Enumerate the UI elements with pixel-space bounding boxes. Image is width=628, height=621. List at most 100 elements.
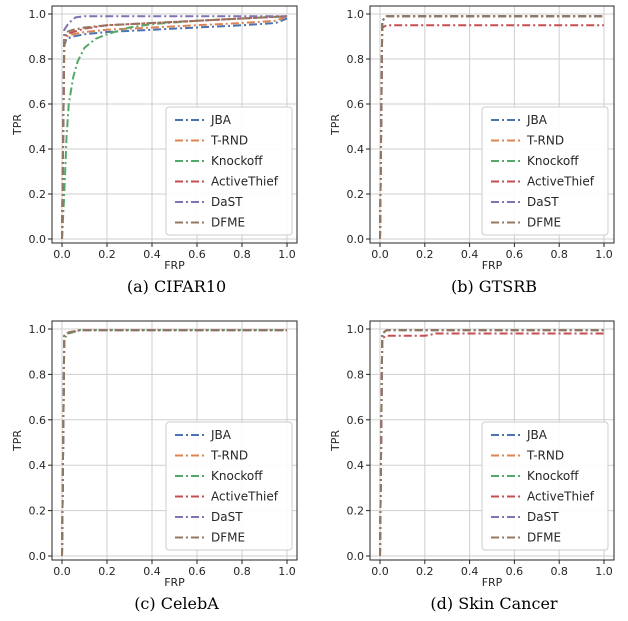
legend-label-dast: DaST bbox=[527, 195, 559, 209]
chart-panel-2: 0.0 0.2 0.4 0.6 0.8 1.0 0.0 0.2 0.4 0.6 0.8 1.0 FRP T… bbox=[329, 5, 615, 296]
subfigure-caption: (a) CIFAR10 bbox=[127, 277, 226, 296]
legend-label-t-rnd: T-RND bbox=[210, 134, 248, 148]
chart-panel-1: 0.0 0.2 0.4 0.6 0.8 1.0 0.0 0.2 0.4 0.6 0.8 1.0 FRP T… bbox=[11, 5, 298, 296]
y-tick-label: 0.4 bbox=[29, 459, 47, 472]
chart-panel-3: 0.0 0.2 0.4 0.6 0.8 1.0 0.0 0.2 0.4 0.6 0.8 1.0 FRP T… bbox=[11, 320, 298, 613]
y-tick-label: 0.4 bbox=[347, 459, 365, 472]
plot-frame bbox=[369, 5, 615, 244]
legend: JBA T-RND Knockoff ActiveThief DaST DFME bbox=[165, 421, 293, 551]
legend: JBA T-RND Knockoff ActiveThief DaST DFME bbox=[165, 106, 293, 236]
plot-frame bbox=[51, 5, 298, 244]
y-tick-label: 0.2 bbox=[347, 505, 365, 518]
x-tick-label: 0.4 bbox=[461, 565, 479, 578]
y-tick-label: 0.6 bbox=[29, 414, 47, 427]
y-tick-label: 1.0 bbox=[29, 8, 47, 21]
y-tick-label: 0.0 bbox=[29, 233, 47, 246]
x-tick-label: 0.6 bbox=[506, 248, 524, 261]
series-line-dast bbox=[61, 15, 287, 240]
legend-label-dfme: DFME bbox=[211, 216, 245, 230]
x-tick-label: 0.6 bbox=[188, 248, 206, 261]
series-line-dfme bbox=[61, 15, 288, 240]
x-tick-label: 1.0 bbox=[595, 248, 613, 261]
x-axis-label: FRP bbox=[482, 576, 503, 589]
legend-label-dfme: DFME bbox=[527, 216, 561, 230]
legend: JBA T-RND Knockoff ActiveThief DaST DFME bbox=[481, 106, 609, 236]
x-tick-label: 0.0 bbox=[53, 565, 71, 578]
x-axis-label: FRP bbox=[164, 259, 185, 272]
x-tick-label: 1.0 bbox=[595, 565, 613, 578]
legend-label-activethief: ActiveThief bbox=[211, 490, 279, 504]
y-tick-label: 0.0 bbox=[347, 233, 365, 246]
plot-frame bbox=[369, 320, 615, 561]
x-tick-label: 0.8 bbox=[550, 565, 568, 578]
x-tick-label: 0.4 bbox=[143, 565, 161, 578]
legend-label-dfme: DFME bbox=[527, 531, 561, 545]
y-tick-label: 1.0 bbox=[347, 8, 365, 21]
legend-label-activethief: ActiveThief bbox=[527, 490, 595, 504]
y-tick-label: 0.2 bbox=[29, 188, 47, 201]
x-tick-label: 0.2 bbox=[416, 248, 434, 261]
y-tick-label: 0.4 bbox=[29, 143, 47, 156]
legend-label-jba: JBA bbox=[526, 428, 548, 442]
legend-label-knockoff: Knockoff bbox=[211, 469, 263, 483]
y-tick-label: 0.2 bbox=[29, 505, 47, 518]
subfigure-caption: (c) CelebA bbox=[134, 594, 219, 613]
x-tick-label: 0.6 bbox=[188, 565, 206, 578]
legend-label-dfme: DFME bbox=[211, 531, 245, 545]
y-tick-label: 0.8 bbox=[347, 368, 365, 381]
x-axis-label: FRP bbox=[482, 259, 503, 272]
legend-label-jba: JBA bbox=[210, 428, 232, 442]
x-axis-label: FRP bbox=[164, 576, 185, 589]
y-tick-label: 1.0 bbox=[29, 323, 47, 336]
y-axis-label: TPR bbox=[329, 430, 342, 452]
y-axis-label: TPR bbox=[11, 114, 24, 136]
x-tick-label: 1.0 bbox=[278, 565, 296, 578]
legend-label-jba: JBA bbox=[526, 113, 548, 127]
legend-label-knockoff: Knockoff bbox=[527, 469, 579, 483]
subfigure-caption: (d) Skin Cancer bbox=[430, 594, 557, 613]
chart-panel-4: 0.0 0.2 0.4 0.6 0.8 1.0 0.0 0.2 0.4 0.6 0.8 1.0 FRP T… bbox=[329, 320, 615, 613]
legend-label-knockoff: Knockoff bbox=[211, 154, 263, 168]
x-tick-label: 1.0 bbox=[278, 248, 296, 261]
y-tick-label: 0.6 bbox=[347, 414, 365, 427]
series-line-activethief bbox=[379, 24, 604, 240]
y-tick-label: 0.0 bbox=[347, 550, 365, 563]
x-tick-label: 0.8 bbox=[233, 565, 251, 578]
legend-label-dast: DaST bbox=[527, 510, 559, 524]
legend-label-dast: DaST bbox=[211, 195, 243, 209]
x-tick-label: 0.4 bbox=[461, 248, 479, 261]
series-line-dfme bbox=[61, 329, 287, 557]
legend-label-dast: DaST bbox=[211, 510, 243, 524]
legend-label-t-rnd: T-RND bbox=[210, 449, 248, 463]
plot-frame bbox=[51, 320, 298, 561]
x-tick-label: 0.4 bbox=[143, 248, 161, 261]
legend-label-activethief: ActiveThief bbox=[527, 175, 595, 189]
y-axis-label: TPR bbox=[329, 114, 342, 136]
x-tick-label: 0.8 bbox=[550, 248, 568, 261]
x-tick-label: 0.2 bbox=[98, 565, 116, 578]
legend: JBA T-RND Knockoff ActiveThief DaST DFME bbox=[481, 421, 609, 551]
series-line-dfme bbox=[379, 329, 604, 557]
y-tick-label: 0.6 bbox=[29, 98, 47, 111]
x-tick-label: 0.2 bbox=[98, 248, 116, 261]
x-tick-label: 0.2 bbox=[416, 565, 434, 578]
x-tick-label: 0.6 bbox=[506, 565, 524, 578]
y-tick-label: 0.8 bbox=[29, 53, 47, 66]
x-tick-label: 0.8 bbox=[233, 248, 251, 261]
y-tick-label: 0.0 bbox=[29, 550, 47, 563]
y-tick-label: 1.0 bbox=[347, 323, 365, 336]
y-tick-label: 0.8 bbox=[347, 53, 365, 66]
y-tick-label: 0.4 bbox=[347, 143, 365, 156]
legend-label-jba: JBA bbox=[210, 113, 232, 127]
y-tick-label: 0.2 bbox=[347, 188, 365, 201]
x-tick-label: 0.0 bbox=[53, 248, 71, 261]
y-tick-label: 0.8 bbox=[29, 368, 47, 381]
subfigure-caption: (b) GTSRB bbox=[451, 277, 537, 296]
legend-label-knockoff: Knockoff bbox=[527, 154, 579, 168]
series-line-t-rnd bbox=[61, 15, 288, 240]
x-tick-label: 0.0 bbox=[371, 248, 389, 261]
legend-label-activethief: ActiveThief bbox=[211, 175, 279, 189]
legend-label-t-rnd: T-RND bbox=[526, 449, 564, 463]
series-line-activethief bbox=[61, 15, 288, 240]
